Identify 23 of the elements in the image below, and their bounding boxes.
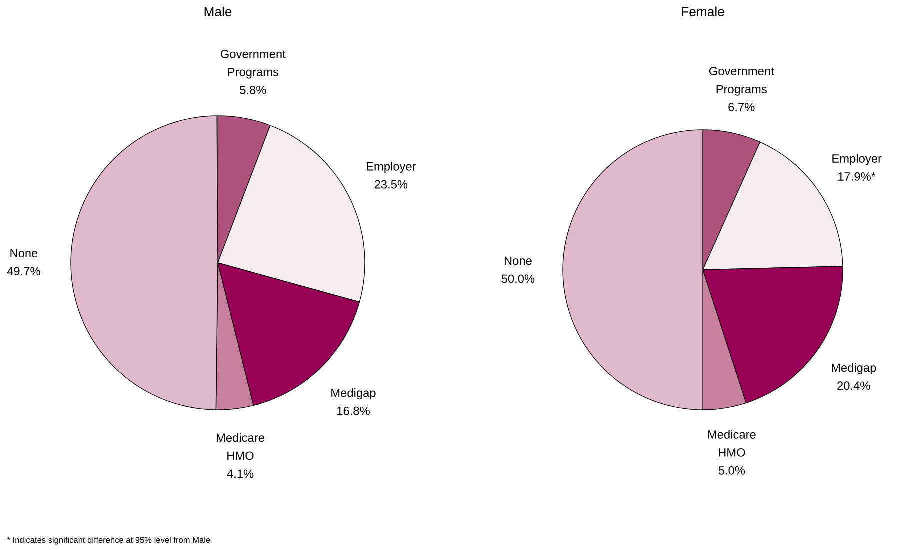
data-label: 20.4% [838,382,870,390]
slice-label: Government Programs [709,67,774,96]
slice-label: Employer [367,162,416,174]
chart-title: Male [204,6,232,17]
chart-title: Female [682,6,724,16]
slice-label: Medicare HMO [708,430,756,457]
data-label: 23.5% [374,180,408,189]
slice-label: Government Programs [221,50,286,79]
data-label: 17.9%* [838,172,876,181]
slice-label: None [504,256,532,266]
text: * Indicates significant difference at 95% level from Male [7,536,210,545]
slice-label: None [10,249,38,258]
data-label: 16.8% [338,406,370,416]
data-label: 50.0% [502,274,535,284]
slice-label: Medicare HMO [217,433,264,460]
slice-label: Medigap [332,388,376,400]
data-label: 49.7% [7,267,40,276]
data-label: 4.1% [227,470,254,478]
data-label: 6.7% [728,103,755,112]
slice-label: Employer [832,154,882,166]
data-label: 5.8% [240,86,266,94]
data-label: 5.0% [718,466,746,475]
slice-label: Medigap [832,363,876,374]
